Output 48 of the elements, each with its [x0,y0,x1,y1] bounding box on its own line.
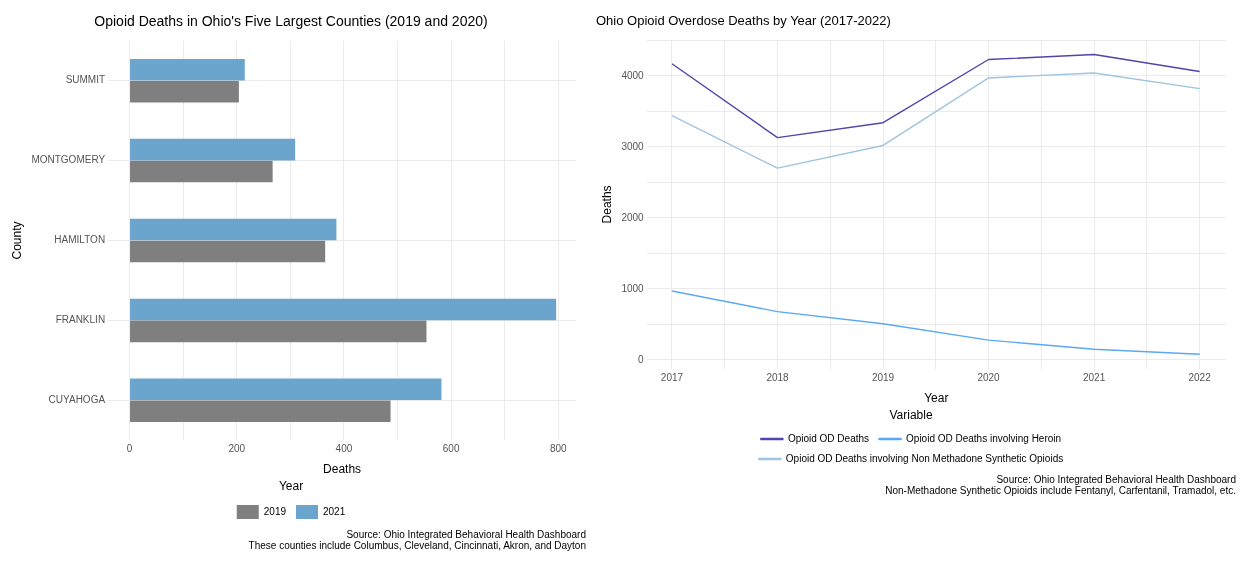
y-tick-label: CUYAHOGA [48,394,106,406]
bar [130,80,239,103]
bar [130,378,442,401]
bar [130,298,557,321]
x-tick-label: 200 [228,442,246,454]
x-tick-label: 400 [335,442,353,454]
bar [130,218,337,241]
x-tick-label: 2019 [871,371,895,383]
x-axis-title: Year [924,390,949,405]
bar [130,240,326,263]
y-tick-label: SUMMIT [65,74,106,86]
legend-label: Opioid OD Deaths involving Heroin [906,432,1062,444]
bar [130,160,273,183]
legend-label: 2021 [323,505,346,517]
y-axis-title: County [9,221,24,260]
y-tick-label: 2000 [621,211,645,223]
bar [130,58,245,81]
bar [130,138,296,161]
legend-label: Opioid OD Deaths involving Non Methadone Synthetic Opioids [785,452,1064,464]
x-tick-label: 800 [549,442,568,454]
legend-title: Variable [889,407,933,422]
text: Non-Methadone Synthetic Opioids include Fentanyl, Carfentanil, Tramadol, etc. [884,485,1236,496]
y-tick-label: MONTGOMERY [31,154,106,166]
legend-label: Opioid OD Deaths [787,432,870,444]
x-axis-title: Deaths [323,461,362,476]
x-tick-label: 2018 [766,371,790,383]
x-tick-label: 2020 [977,371,1001,383]
y-axis-title: Deaths [599,185,614,224]
text: These counties include Columbus, Cleveland, Cincinnati, Akron, and Dayton [247,540,586,551]
legend-title: Year [278,478,304,493]
x-tick-label: 2017 [660,371,684,383]
chart-title: Opioid Deaths in Ohio's Five Largest Counties (2019 and 2020) [94,13,488,30]
y-tick-label: HAMILTON [54,234,106,246]
y-tick-label: FRANKLIN [55,314,106,326]
x-tick-label: 0 [126,442,133,454]
x-tick-label: 600 [442,442,460,454]
y-tick-label: 3000 [621,140,645,152]
source-note: Source: Ohio Integrated Behavioral Health Dashboard [996,474,1236,485]
chart-title: Ohio Opioid Overdose Deaths by Year (2017-2022) [596,13,891,29]
x-tick-label: 2022 [1188,371,1212,383]
y-tick-label: 1000 [621,282,645,294]
bar [130,400,391,423]
y-tick-label: 4000 [621,69,645,81]
bar [130,320,427,343]
x-tick-label: 2021 [1082,371,1106,383]
legend-label: 2019 [263,505,287,517]
source-note: Source: Ohio Integrated Behavioral Health Dashboard [346,529,586,540]
y-tick-label: 0 [638,353,645,365]
